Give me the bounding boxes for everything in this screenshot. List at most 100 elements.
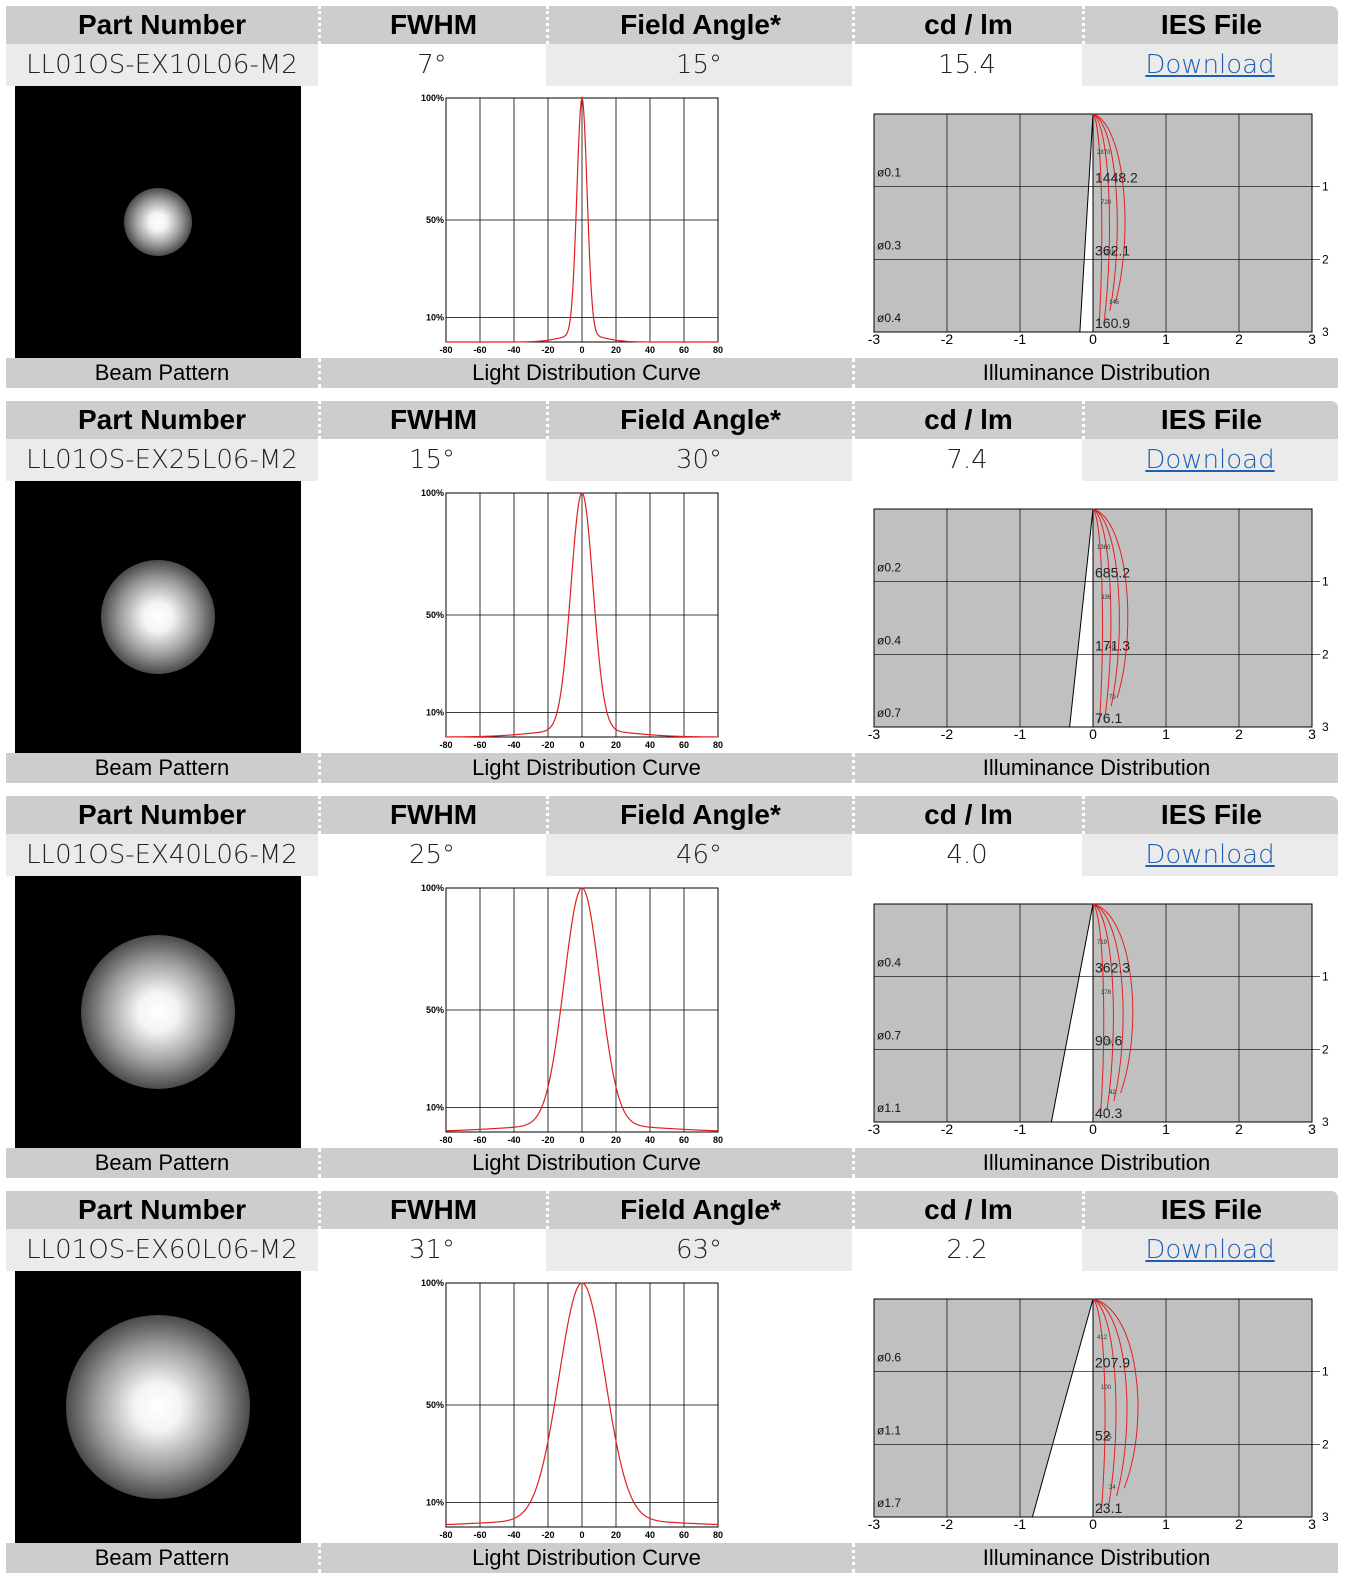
download-link[interactable]: Download <box>1145 1235 1275 1265</box>
footer-beam-label: Beam Pattern <box>94 1150 230 1175</box>
product-block: Part Number FWHM Field Angle* cd / lm IES Fi… <box>6 6 1338 388</box>
x-tick-label: 60 <box>679 740 689 750</box>
illuminance-value-label: 171.3 <box>1095 637 1130 653</box>
y-tick-label: 3 <box>1322 1510 1329 1524</box>
illuminance-value-label: 90.6 <box>1095 1032 1122 1048</box>
x-tick-label: 1 <box>1162 1121 1170 1137</box>
x-tick-label: 20 <box>611 345 621 355</box>
contour-value-label: 720 <box>1101 200 1112 206</box>
table-header: Part Number FWHM Field Angle* cd / lm IES Fi… <box>6 1191 1338 1229</box>
product-block: Part Number FWHM Field Angle* cd / lm IES Fi… <box>6 796 1338 1178</box>
distribution-curve-line <box>446 95 718 343</box>
table-row: LL01OS-EX10L06-M2 7° 15° 15.4 Download <box>6 44 1338 86</box>
x-tick-label: -80 <box>439 740 452 750</box>
y-tick-label: 50% <box>426 610 444 620</box>
illuminance-value-label: 362.1 <box>1095 242 1130 258</box>
x-tick-label: -1 <box>1014 1516 1027 1532</box>
beam-diameter-label: ø0.4 <box>877 633 901 647</box>
x-tick-label: 2 <box>1235 1121 1243 1137</box>
x-tick-label: 1 <box>1162 726 1170 742</box>
contour-line <box>1092 113 1126 304</box>
cell-ies-label: Download <box>1082 44 1338 86</box>
y-tick-label: 1 <box>1322 575 1329 589</box>
header-fwhm: FWHM <box>318 401 546 439</box>
y-tick-label: 1 <box>1322 180 1329 194</box>
x-tick-label: -3 <box>868 1121 881 1137</box>
footer-beam-label: Beam Pattern <box>94 755 230 780</box>
cell-field-angle: 63° <box>546 1229 852 1271</box>
x-tick-label: 1 <box>1162 331 1170 347</box>
y-tick-label: 100% <box>421 488 444 498</box>
x-tick-label: -60 <box>473 1135 486 1145</box>
illuminance-chart: -3 -2 -1 0 1 2 3 1 2 3 719 178 79 42 ø0.4 ø0.7 ø1.1 362.3… <box>848 876 1338 1148</box>
table-row: LL01OS-EX40L06-M2 25° 46° 4.0 Download <box>6 834 1338 876</box>
distribution-curve-line <box>445 1282 719 1526</box>
header-cd-lm: cd / lm <box>852 1191 1082 1229</box>
x-tick-label: -3 <box>868 726 881 742</box>
contour-value-label: 1360 <box>1097 545 1111 551</box>
contour-value-label: 79 <box>1109 695 1116 701</box>
y-tick-label: 100% <box>421 93 444 103</box>
contour-value-label: 45 <box>1105 1435 1112 1441</box>
light-distribution-chart: -80 -60 -40 -20 0 20 40 60 80 100% 50% 10% <box>406 481 738 753</box>
contour-line <box>1092 903 1134 1094</box>
product-block: Part Number FWHM Field Angle* cd / lm IES Fi… <box>6 401 1338 783</box>
x-tick-label: 40 <box>645 1135 655 1145</box>
x-tick-label: 40 <box>645 1530 655 1540</box>
y-tick-label: 50% <box>426 1005 444 1015</box>
product-block: Part Number FWHM Field Angle* cd / lm IES Fi… <box>6 1191 1338 1573</box>
x-tick-label: -80 <box>439 1530 452 1540</box>
x-tick-label: 0 <box>1089 1121 1097 1137</box>
illuminance-value-label: 1448.2 <box>1095 170 1138 186</box>
contour-line <box>1092 113 1111 320</box>
x-tick-label: -20 <box>541 345 554 355</box>
x-tick-label: -1 <box>1014 331 1027 347</box>
contour-value-label: 79 <box>1105 1040 1112 1046</box>
x-tick-label: 0 <box>579 1530 584 1540</box>
beam-diameter-label: ø0.7 <box>877 1028 901 1042</box>
x-tick-label: -60 <box>473 740 486 750</box>
beam-diameter-label: ø0.6 <box>877 1351 901 1365</box>
header-part-number: Part Number <box>77 404 247 435</box>
y-tick-label: 50% <box>426 1400 444 1410</box>
y-tick-label: 10% <box>426 313 444 323</box>
x-tick-label: 40 <box>645 345 655 355</box>
download-link[interactable]: Download <box>1145 840 1275 870</box>
footer-ldc-label: Light Distribution Curve <box>318 753 852 783</box>
beam-diameter-label: ø0.1 <box>877 166 901 180</box>
y-tick-label: 1 <box>1322 970 1329 984</box>
cell-cd-lm: 2.2 <box>852 1229 1082 1271</box>
download-link[interactable]: Download <box>1145 445 1275 475</box>
cell-cd-lm: 4.0 <box>852 834 1082 876</box>
y-tick-label: 3 <box>1322 325 1329 339</box>
illuminance-value-label: 76.1 <box>1095 710 1122 726</box>
header-ies-file: IES File <box>1082 6 1338 44</box>
light-distribution-chart: -80 -60 -40 -20 0 20 40 60 80 100% 50% 10% <box>406 876 738 1148</box>
contour-line <box>1092 113 1118 312</box>
cell-fwhm: 25° <box>318 834 546 876</box>
contour-line <box>1092 508 1112 715</box>
contour-value-label: 149 <box>1105 645 1116 651</box>
x-tick-label: 0 <box>1089 726 1097 742</box>
x-tick-label: -60 <box>473 345 486 355</box>
footer-beam-label: Beam Pattern <box>94 1545 230 1570</box>
x-tick-label: -80 <box>439 1135 452 1145</box>
table-row: LL01OS-EX25L06-M2 15° 30° 7.4 Download <box>6 439 1338 481</box>
distribution-curve-line <box>445 492 719 738</box>
y-tick-label: 100% <box>421 883 444 893</box>
contour-line <box>1092 1298 1117 1505</box>
x-tick-label: 80 <box>713 345 723 355</box>
footer-beam-label: Beam Pattern <box>94 360 230 385</box>
contour-line <box>1092 508 1120 707</box>
download-link[interactable]: Download <box>1145 50 1275 80</box>
x-tick-label: 0 <box>579 1135 584 1145</box>
x-tick-label: 2 <box>1235 331 1243 347</box>
header-fwhm: FWHM <box>318 1191 546 1229</box>
x-tick-label: 0 <box>579 740 584 750</box>
x-tick-label: 80 <box>713 740 723 750</box>
illuminance-value-label: 40.3 <box>1095 1105 1122 1121</box>
beam-glow <box>123 187 193 257</box>
y-tick-label: 2 <box>1322 252 1329 266</box>
beam-diameter-label: ø0.4 <box>877 956 901 970</box>
x-tick-label: 60 <box>679 345 689 355</box>
